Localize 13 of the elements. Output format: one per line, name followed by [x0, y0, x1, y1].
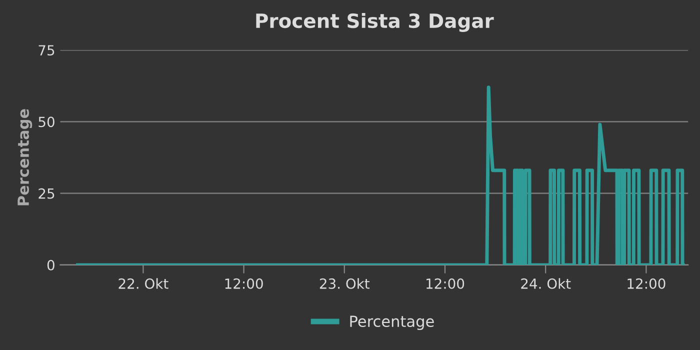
x-tick-label: 12:00 [426, 278, 464, 289]
x-tick-label: 24. Okt [521, 278, 571, 289]
y-tick-label: 50 [38, 116, 54, 128]
x-tick-label: 12:00 [628, 278, 666, 289]
x-tick-label: 23. Okt [320, 278, 370, 289]
y-axis-title: Percentage [18, 109, 32, 206]
y-tick-label: 25 [38, 188, 54, 199]
x-tick-label: 22. Okt [118, 278, 168, 289]
legend-label: Percentage [350, 316, 434, 330]
y-tick-label: 0 [47, 260, 54, 270]
chart-title: Procent Sista 3 Dagar [256, 13, 494, 32]
x-tick-label: 12:00 [225, 278, 263, 289]
y-tick-label: 75 [38, 45, 54, 56]
